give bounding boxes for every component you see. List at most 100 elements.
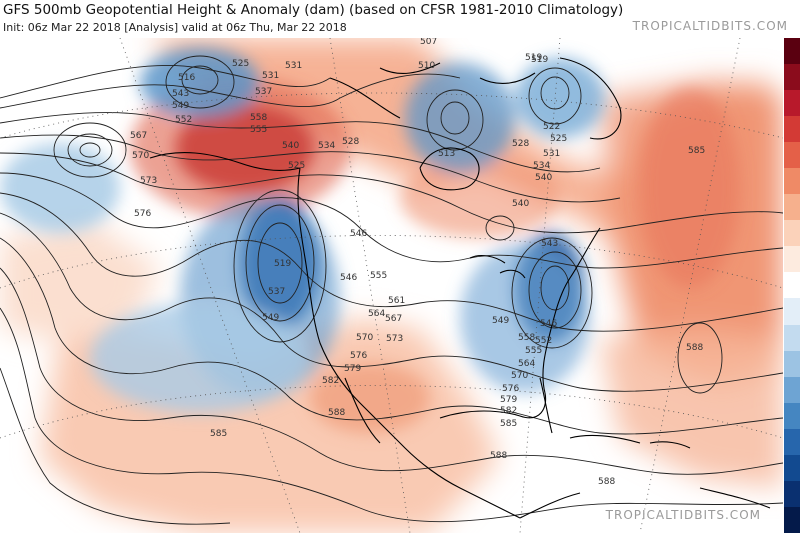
- gulf-coast: [439, 392, 547, 419]
- contour-label: 579: [344, 364, 361, 374]
- coastlines: [149, 57, 771, 519]
- contour-label: 537: [268, 287, 285, 297]
- contour-label: 576: [502, 384, 519, 394]
- contour-label: 552: [535, 336, 552, 346]
- contour-label: 525: [288, 161, 305, 171]
- west-coast: [297, 167, 521, 519]
- contour-label: 582: [322, 376, 339, 386]
- contour-label: 585: [688, 146, 705, 156]
- contour-label: 567: [130, 131, 147, 141]
- colorbar-swatch: [784, 38, 800, 65]
- contour-label: 522: [543, 122, 560, 132]
- contour-label: 528: [342, 137, 359, 147]
- colorbar-swatch: [784, 428, 800, 455]
- greenland: [559, 57, 622, 140]
- colorbar-swatch: [784, 350, 800, 377]
- contour-label: 516: [178, 73, 195, 83]
- baja: [344, 377, 381, 444]
- contour-label: 507: [420, 38, 437, 47]
- contour-label: 570: [511, 371, 528, 381]
- map-header: GFS 500mb Geopotential Height & Anomaly …: [0, 0, 800, 38]
- contour-label: 543: [541, 239, 558, 249]
- canadian-arctic: [329, 62, 536, 119]
- positive-anomaly-atlantic-south: [600, 328, 783, 488]
- contour-label: 519: [525, 53, 542, 63]
- contour-label: 555: [370, 271, 387, 281]
- colorbar-swatch: [784, 220, 800, 247]
- contour-label: 564: [368, 309, 385, 319]
- alaska-coast: [149, 152, 301, 172]
- contour-label: 573: [386, 334, 403, 344]
- contour-label: 555: [250, 125, 267, 135]
- central-america: [519, 492, 581, 519]
- map-canvas: 516 525 531 531 537 543 549 552 558 555 …: [0, 38, 783, 533]
- latlon-grid: [0, 38, 783, 533]
- colorbar-swatch: [784, 64, 800, 91]
- cuba: [569, 434, 641, 444]
- contour-label: 558: [250, 113, 267, 123]
- colorbar-swatch: [784, 116, 800, 143]
- contour-label: 540: [535, 173, 552, 183]
- south-america: [699, 487, 771, 509]
- map-title: GFS 500mb Geopotential Height & Anomaly …: [3, 2, 624, 18]
- hudson-bay: [419, 147, 480, 191]
- contour-label: 525: [550, 134, 567, 144]
- height-contours: [0, 55, 783, 525]
- contour-label: 531: [543, 149, 560, 159]
- contour-label: 573: [140, 176, 157, 186]
- colorbar-swatch: [784, 324, 800, 351]
- great-lakes: [469, 254, 526, 279]
- contour-label: 576: [350, 351, 367, 361]
- colorbar-swatch: [784, 454, 800, 481]
- contour-label: 588: [490, 451, 507, 461]
- contour-label: 549: [172, 101, 189, 111]
- trough-canada: [405, 63, 515, 173]
- colorbar-swatch: [784, 246, 800, 273]
- contour-label: 588: [328, 408, 345, 418]
- contour-label: 585: [210, 429, 227, 439]
- florida: [539, 377, 553, 434]
- contour-label: 543: [172, 89, 189, 99]
- contour-label: 570: [356, 333, 373, 343]
- colorbar-swatch: [784, 142, 800, 169]
- contour-label: 534: [318, 141, 335, 151]
- contour-label: 567: [385, 314, 402, 324]
- colorbar-swatch: [784, 194, 800, 221]
- contour-label: 570: [132, 151, 149, 161]
- colorbar-swatch: [784, 506, 800, 533]
- contour-label: 519: [531, 55, 548, 65]
- contour-label: 558: [518, 333, 535, 343]
- contour-label: 525: [232, 59, 249, 69]
- trough-east-coast-outer: [460, 243, 590, 393]
- contour-label: 546: [340, 273, 357, 283]
- brand-watermark: TROPICALTIDBITS.COM: [632, 19, 788, 33]
- contour-label: 510: [418, 61, 435, 71]
- colorbar-swatch: [784, 90, 800, 117]
- hispaniola: [649, 441, 691, 449]
- colorbar-swatch: [784, 298, 800, 325]
- contour-label: 537: [255, 87, 272, 97]
- east-coast: [542, 227, 601, 394]
- ridge-canada-core: [400, 158, 560, 238]
- brand-watermark-bottom: TROPICALTIDBITS.COM: [605, 508, 761, 522]
- colorbar-swatch: [784, 376, 800, 403]
- contour-label: 546: [540, 319, 557, 329]
- colorbar-swatch: [784, 272, 800, 299]
- contour-label: 528: [512, 139, 529, 149]
- contour-label: 519: [274, 259, 291, 269]
- contour-labels: 516 525 531 531 537 543 549 552 558 555 …: [130, 38, 705, 487]
- contour-label: 513: [438, 149, 455, 159]
- contour-label: 582: [500, 406, 517, 416]
- trough-labrador: [515, 58, 605, 138]
- anomaly-cores: [0, 48, 740, 433]
- contour-label: 534: [533, 161, 550, 171]
- contour-label: 576: [134, 209, 151, 219]
- trough-pacific-west: [0, 143, 120, 233]
- contour-label: 549: [492, 316, 509, 326]
- contour-label: 546: [350, 229, 367, 239]
- positive-anomaly-pacific-west: [0, 218, 160, 338]
- contour-label: 531: [262, 71, 279, 81]
- contour-label: 552: [175, 115, 192, 125]
- contour-label: 555: [525, 346, 542, 356]
- anomaly-colorbar: [784, 38, 800, 533]
